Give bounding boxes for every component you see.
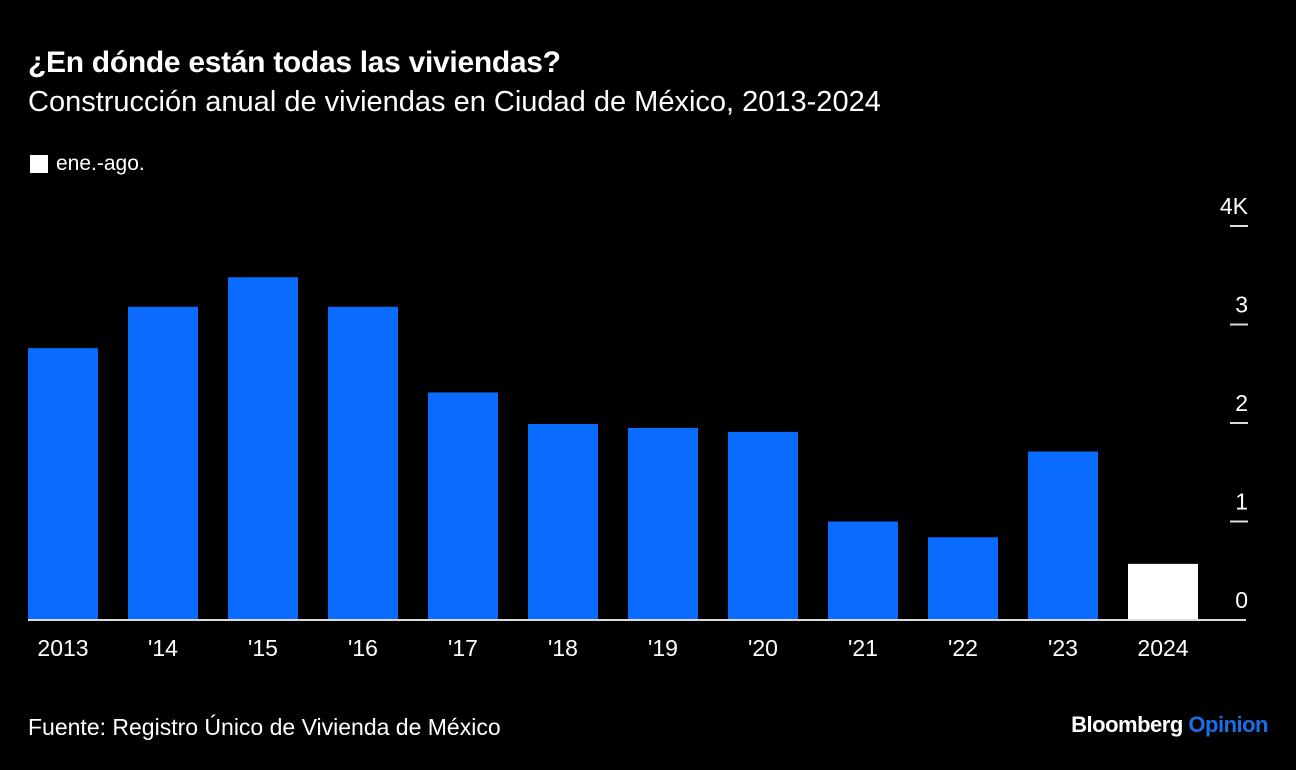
x-tick-label: '20 [748, 635, 778, 661]
bar-15 [228, 277, 298, 620]
bar-14 [128, 306, 198, 620]
x-tick-label: '16 [348, 635, 378, 661]
x-tick-label: 2013 [37, 635, 88, 661]
source-note: Fuente: Registro Único de Vivienda de Mé… [28, 714, 501, 740]
bar-2013 [28, 348, 98, 620]
x-tick-label: '17 [448, 635, 478, 661]
bar-22 [928, 537, 998, 620]
bar-19 [628, 427, 698, 620]
x-tick-label: '18 [548, 635, 578, 661]
y-tick-label: 4K [1220, 193, 1249, 219]
legend-swatch [30, 155, 48, 173]
y-tick-label: 0 [1235, 587, 1248, 613]
bloomberg-opinion-logo: Bloomberg Opinion [1071, 712, 1268, 737]
chart-subtitle: Construcción anual de viviendas en Ciuda… [28, 86, 881, 118]
bar-16 [328, 306, 398, 620]
y-tick-label: 2 [1235, 390, 1248, 416]
legend-label: ene.-ago. [56, 152, 145, 175]
bar-2024 [1128, 563, 1198, 620]
bar-23 [1028, 451, 1098, 620]
bar-17 [428, 392, 498, 620]
bar-21 [828, 521, 898, 620]
x-tick-label: '14 [148, 635, 178, 661]
x-tick-label: '19 [648, 635, 678, 661]
x-tick-label: '23 [1048, 635, 1078, 661]
bar-20 [728, 431, 798, 620]
y-tick-label: 3 [1235, 292, 1248, 318]
bar-18 [528, 423, 598, 620]
y-tick-label: 1 [1235, 489, 1248, 515]
x-tick-label: 2024 [1137, 635, 1188, 661]
chart-title: ¿En dónde están todas las viviendas? [28, 46, 561, 79]
x-tick-label: '21 [848, 635, 878, 661]
x-tick-label: '22 [948, 635, 978, 661]
x-tick-label: '15 [248, 635, 278, 661]
legend: ene.-ago. [30, 152, 145, 176]
